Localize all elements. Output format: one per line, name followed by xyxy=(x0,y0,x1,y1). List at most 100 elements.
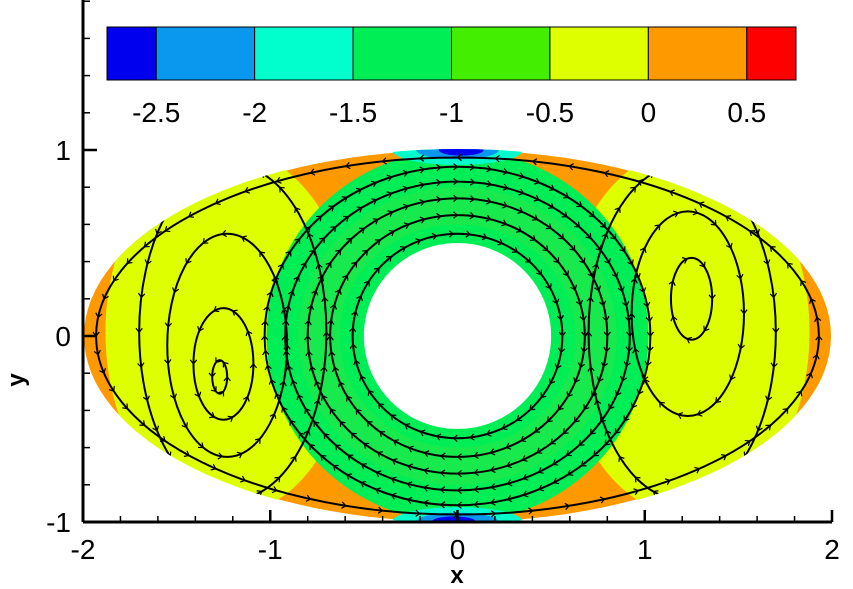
streamline-arrow xyxy=(271,486,278,494)
streamline-arrow xyxy=(765,424,772,431)
streamline-arrow xyxy=(256,490,263,497)
streamline-arrow xyxy=(453,163,459,171)
streamline-arrow xyxy=(218,494,224,502)
streamlines xyxy=(92,153,823,519)
streamline-arrow xyxy=(614,389,622,396)
streamline-arrow xyxy=(329,303,338,310)
streamline-arrow xyxy=(278,186,285,193)
axes: -2 -1 0 1 2-101 xyxy=(46,0,840,565)
streamline-arrow xyxy=(469,212,476,220)
streamline-arrow xyxy=(486,180,493,188)
streamline-arrow xyxy=(692,208,699,216)
streamline-arrow xyxy=(215,357,222,364)
streamline-arrow xyxy=(753,228,760,235)
streamline-arrow xyxy=(376,451,383,458)
streamline-arrow xyxy=(557,404,564,411)
streamline-arrow xyxy=(469,163,476,171)
streamline-arrow xyxy=(263,305,271,312)
streamline-arrow xyxy=(370,180,377,188)
streamline-arrow xyxy=(168,202,176,209)
streamline-arrow xyxy=(351,261,358,268)
streamline-arrow xyxy=(552,459,559,466)
streamline-arrow xyxy=(171,287,180,294)
streamline-arrow xyxy=(390,492,397,500)
streamline-arrow xyxy=(249,362,258,369)
streamline-arrow xyxy=(328,205,335,212)
streamline-arrow xyxy=(313,380,321,387)
region-top-low xyxy=(438,149,484,156)
streamline-arrow xyxy=(93,349,101,356)
streamline-arrow xyxy=(578,440,585,446)
streamline-arrow xyxy=(126,258,133,265)
streamline-arrow xyxy=(197,442,204,449)
streamline-arrow xyxy=(304,319,312,326)
streamline-arrow xyxy=(345,395,353,402)
streamline-arrow xyxy=(374,239,381,246)
streamline-arrow xyxy=(328,350,336,357)
streamline-arrow xyxy=(473,485,479,493)
streamline-arrow xyxy=(542,245,549,252)
streamline-arrow xyxy=(723,182,730,188)
streamline-arrow xyxy=(726,242,733,249)
streamline-arrow xyxy=(584,331,593,337)
streamline-arrow xyxy=(579,315,587,322)
colorbar-swatch xyxy=(451,26,551,81)
streamline-arrow xyxy=(501,219,508,227)
streamline-arrow xyxy=(181,422,188,429)
streamline-arrow xyxy=(619,246,626,253)
streamline-arrow xyxy=(667,162,674,171)
streamline-arrow xyxy=(415,509,421,518)
streamline-arrow xyxy=(208,372,216,378)
streamline-arrow xyxy=(203,168,210,175)
streamline-arrow xyxy=(497,238,504,246)
streamline-arrow xyxy=(99,368,106,375)
streamline-arrow xyxy=(341,196,348,203)
colorbar-tick-label: -1 xyxy=(439,97,464,128)
streamline-arrow xyxy=(377,506,384,514)
streamline-arrow xyxy=(698,201,705,209)
streamline-arrow xyxy=(611,271,619,278)
streamline-arrow xyxy=(288,290,295,297)
streamline-arrow xyxy=(765,395,773,402)
streamline-arrow xyxy=(485,429,492,437)
streamline-arrow xyxy=(341,501,347,509)
streamline-arrow xyxy=(669,189,675,197)
streamline-arrow xyxy=(209,411,216,419)
streamline-arrow xyxy=(407,463,414,471)
streamline-arrow xyxy=(306,232,314,239)
streamline-arrow xyxy=(320,394,328,401)
streamline-arrow xyxy=(634,476,641,483)
streamline-arrow xyxy=(388,229,395,237)
streamline-arrow xyxy=(419,181,425,189)
streamline-arrow xyxy=(360,463,367,470)
streamline-arrow xyxy=(402,169,409,177)
streamline-arrow xyxy=(363,280,370,287)
streamline-arrow xyxy=(806,372,813,379)
streamline-arrow xyxy=(436,179,442,187)
streamline-arrow xyxy=(419,216,426,224)
streamline-arrow xyxy=(422,484,429,492)
streamline-arrow xyxy=(715,397,722,403)
streamline-arrow xyxy=(548,184,555,192)
streamline-arrow xyxy=(373,267,380,274)
streamline-arrow xyxy=(456,453,462,461)
streamline-arrow xyxy=(590,428,596,435)
streamline-arrow xyxy=(521,455,528,462)
streamline-arrow xyxy=(614,207,621,214)
streamline-arrow xyxy=(593,399,602,406)
streamline-arrow xyxy=(304,335,312,341)
streamline-arrow xyxy=(490,510,497,518)
colorbar-tick-label: -2 xyxy=(242,97,267,128)
streamline-arrow xyxy=(366,420,373,427)
streamline-arrow xyxy=(112,275,119,282)
region-bottom-left-high xyxy=(217,497,248,509)
streamline-arrow xyxy=(556,314,565,321)
streamline-arrow xyxy=(687,161,693,169)
streamline-arrow xyxy=(636,388,644,395)
streamline-arrow xyxy=(787,262,793,269)
streamline-arrow xyxy=(465,230,472,238)
streamline-arrow xyxy=(423,467,430,475)
streamline-arrow xyxy=(320,455,327,461)
streamline-arrow xyxy=(143,241,150,248)
streamline-arrow xyxy=(189,359,198,365)
